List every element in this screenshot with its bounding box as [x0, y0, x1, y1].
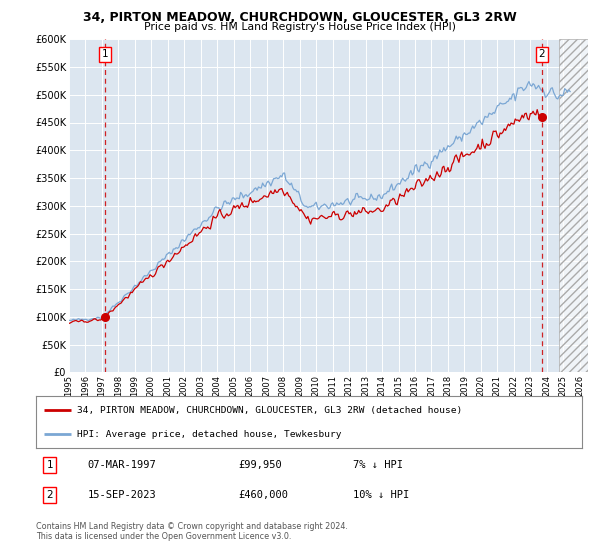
Text: £99,950: £99,950: [238, 460, 282, 470]
Bar: [559, 39, 588, 372]
Text: 1: 1: [101, 49, 108, 59]
Text: Price paid vs. HM Land Registry's House Price Index (HPI): Price paid vs. HM Land Registry's House …: [144, 22, 456, 32]
Bar: [559, 39, 588, 372]
Text: 34, PIRTON MEADOW, CHURCHDOWN, GLOUCESTER, GL3 2RW: 34, PIRTON MEADOW, CHURCHDOWN, GLOUCESTE…: [83, 11, 517, 24]
Text: 07-MAR-1997: 07-MAR-1997: [88, 460, 157, 470]
Text: Contains HM Land Registry data © Crown copyright and database right 2024.
This d: Contains HM Land Registry data © Crown c…: [36, 522, 348, 542]
Text: 10% ↓ HPI: 10% ↓ HPI: [353, 490, 409, 500]
Text: 2: 2: [46, 490, 53, 500]
Text: £460,000: £460,000: [238, 490, 288, 500]
Text: 34, PIRTON MEADOW, CHURCHDOWN, GLOUCESTER, GL3 2RW (detached house): 34, PIRTON MEADOW, CHURCHDOWN, GLOUCESTE…: [77, 406, 462, 415]
Text: 2: 2: [539, 49, 545, 59]
Text: HPI: Average price, detached house, Tewkesbury: HPI: Average price, detached house, Tewk…: [77, 430, 341, 438]
Text: 15-SEP-2023: 15-SEP-2023: [88, 490, 157, 500]
Text: 7% ↓ HPI: 7% ↓ HPI: [353, 460, 403, 470]
Text: 1: 1: [46, 460, 53, 470]
